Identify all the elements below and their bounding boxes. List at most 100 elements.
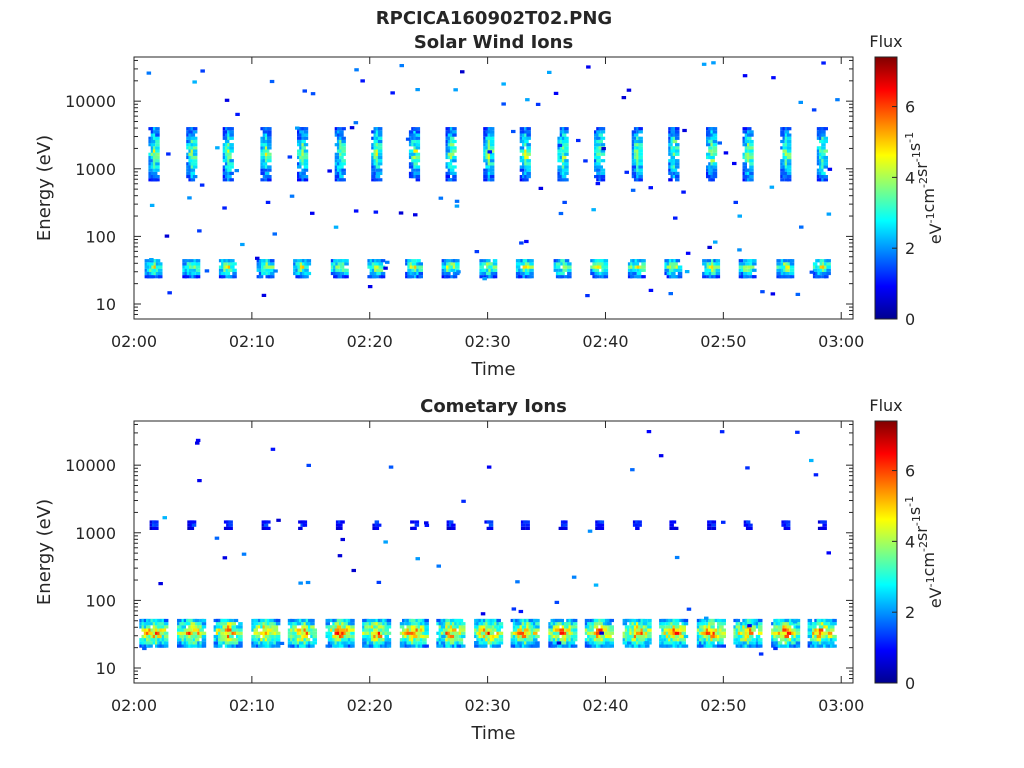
- x-tick-label: 02:00: [111, 332, 157, 351]
- heatmap-cell: [191, 523, 197, 527]
- heatmap-cell: [337, 554, 343, 558]
- heatmap-cell: [748, 526, 753, 530]
- heatmap-cell: [712, 152, 718, 156]
- heatmap-cell: [478, 618, 483, 623]
- heatmap-cell: [773, 644, 778, 648]
- heatmap-cell: [825, 622, 830, 626]
- heatmap-cell: [163, 644, 169, 648]
- heatmap-cell: [275, 644, 281, 648]
- heatmap-cell: [253, 631, 258, 635]
- heatmap-cell: [294, 641, 299, 645]
- heatmap-cell: [489, 143, 495, 147]
- heatmap-cell: [627, 634, 632, 639]
- heatmap-cell: [386, 644, 392, 648]
- heatmap-cell: [333, 259, 338, 263]
- heatmap-cell: [271, 625, 276, 629]
- heatmap-cell: [451, 523, 456, 527]
- heatmap-cell: [512, 628, 518, 632]
- heatmap-cell: [483, 275, 489, 279]
- heatmap-cell: [258, 271, 264, 276]
- heatmap-cell: [737, 644, 743, 648]
- heatmap-cell: [683, 634, 689, 639]
- heatmap-cell: [780, 133, 785, 137]
- heatmap-cell: [572, 631, 578, 635]
- heatmap-cell: [454, 625, 459, 629]
- colorbar-units: eV-1cm-2sr-1s-1: [903, 132, 945, 244]
- heatmap-cell: [364, 618, 369, 623]
- heatmap-cell: [530, 622, 536, 626]
- heatmap-cell: [449, 165, 455, 169]
- heatmap-cell: [530, 634, 536, 639]
- heatmap-cell: [199, 618, 204, 623]
- heatmap-cell: [152, 631, 158, 635]
- heatmap-cell: [306, 262, 312, 266]
- heatmap-cell: [783, 526, 789, 530]
- heatmap-cell: [823, 162, 828, 166]
- heatmap-cell: [672, 171, 678, 175]
- heatmap-cell: [155, 152, 160, 156]
- heatmap-cell: [789, 265, 795, 269]
- heatmap-cell: [713, 268, 718, 272]
- heatmap-cell: [273, 628, 279, 632]
- heatmap-cell: [201, 644, 207, 648]
- heatmap-cell: [644, 641, 649, 645]
- heatmap-cell: [188, 634, 193, 639]
- heatmap-cell: [595, 182, 601, 186]
- heatmap-cell: [823, 136, 828, 140]
- heatmap-cell: [369, 268, 375, 272]
- heatmap-cell: [642, 625, 648, 629]
- heatmap-cell: [449, 127, 455, 131]
- heatmap-cell: [672, 644, 677, 648]
- heatmap-cell: [780, 644, 785, 648]
- heatmap-cell: [382, 641, 387, 645]
- heatmap-cell: [817, 526, 823, 530]
- heatmap-cell: [261, 268, 266, 272]
- units-exponent: -1: [903, 496, 916, 507]
- heatmap-cell: [229, 136, 234, 140]
- heatmap-cell: [520, 262, 525, 266]
- heatmap-cell: [526, 175, 531, 179]
- heatmap-cell: [406, 622, 411, 626]
- heatmap-cell: [375, 631, 380, 635]
- heatmap-cell: [749, 265, 755, 269]
- heatmap-cell: [599, 526, 605, 530]
- heatmap-cell: [758, 618, 763, 623]
- heatmap-cell: [416, 259, 421, 263]
- heatmap-cell: [822, 523, 827, 527]
- heatmap-cell: [201, 631, 207, 635]
- heatmap-cell: [406, 631, 411, 635]
- heatmap-cell: [408, 175, 414, 179]
- heatmap-cell: [823, 178, 828, 182]
- heatmap-cell: [519, 136, 525, 140]
- heatmap-cell: [260, 638, 265, 642]
- heatmap-cell: [821, 171, 826, 175]
- heatmap-cell: [522, 259, 528, 263]
- heatmap-cell: [714, 634, 720, 639]
- heatmap-cell: [199, 644, 204, 648]
- heatmap-cell: [154, 523, 159, 527]
- heatmap-cell: [407, 259, 412, 263]
- heatmap-cell: [561, 136, 567, 140]
- heatmap-cell: [786, 127, 792, 131]
- heatmap-cell: [299, 644, 304, 648]
- heatmap-cell: [183, 644, 189, 648]
- heatmap-cell: [458, 644, 464, 648]
- heatmap-cell: [631, 165, 637, 169]
- heatmap-cell: [351, 568, 356, 573]
- heatmap-cell: [458, 638, 464, 642]
- heatmap-cell: [668, 159, 673, 163]
- heatmap-cell: [455, 262, 460, 266]
- heatmap-cell: [339, 175, 344, 179]
- heatmap-cell: [530, 641, 536, 645]
- heatmap-cell: [339, 271, 345, 276]
- heatmap-cell: [773, 631, 778, 635]
- heatmap-cell: [157, 634, 162, 639]
- heatmap-cell: [256, 265, 262, 269]
- heatmap-cell: [560, 271, 565, 276]
- heatmap-cell: [712, 136, 718, 140]
- colorbar-gradient: [874, 420, 898, 684]
- heatmap-cell: [223, 265, 228, 269]
- heatmap-cell: [631, 171, 637, 175]
- heatmap-cell: [596, 152, 601, 156]
- heatmap-cell: [158, 582, 163, 586]
